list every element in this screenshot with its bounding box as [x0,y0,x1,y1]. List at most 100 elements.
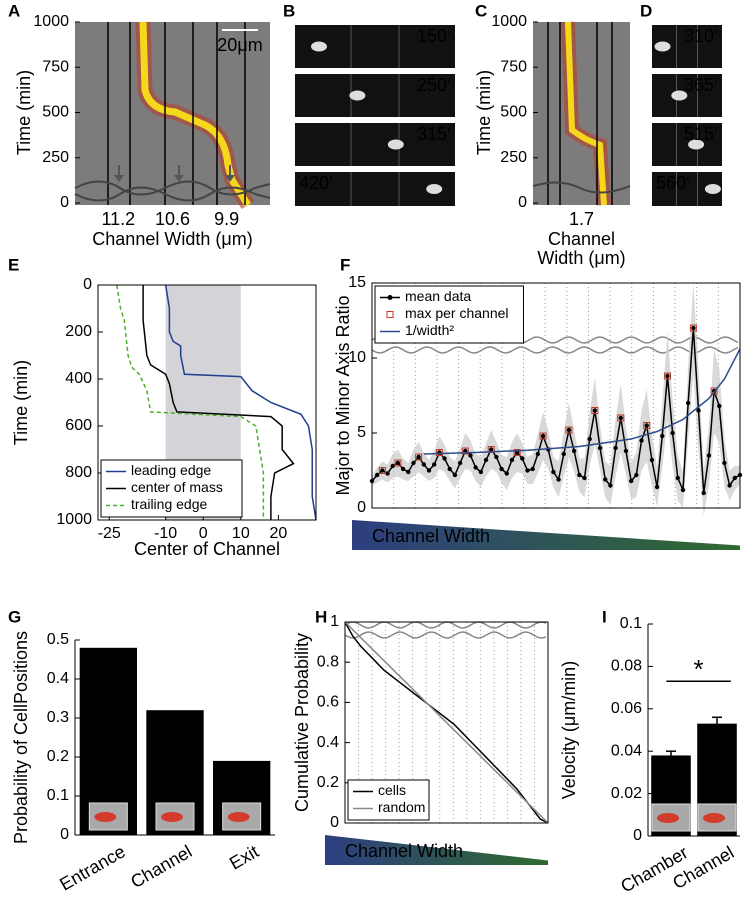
cell [349,90,366,101]
point [691,325,696,331]
y-tick-label: 0 [330,814,339,831]
legend-label: max per channel [405,305,509,321]
point [685,400,691,406]
y-tick-label: 0.04 [611,742,642,759]
point [660,433,665,439]
point [654,484,660,490]
y-tick-label: 250 [500,149,527,166]
y-axis-label: Major to Minor Axis Ratio [333,295,353,495]
legend-label: random [378,799,425,815]
y-tick-label: 0.4 [317,734,339,751]
point [551,469,556,475]
point [727,483,732,488]
arrows [114,165,235,182]
point [732,475,738,481]
cell [387,139,404,150]
bar-image-cell [161,812,183,822]
point [535,451,541,457]
point [706,453,712,458]
bar-image-cell [227,812,250,822]
point [591,407,599,414]
legend-marker [387,295,393,300]
point [378,467,386,474]
y-tick-label: 200 [65,323,92,340]
y-tick-label: 0.1 [47,787,69,804]
point [618,415,623,421]
frame-time: 420‘ [299,173,333,193]
x-tick-label: 11.2 [101,209,135,229]
point [461,447,469,455]
y-tick-label: 1000 [56,511,92,528]
point [689,324,697,332]
x-axis-label: Center of Channel [134,539,280,559]
point [473,465,478,470]
kymograph-background [533,22,630,205]
cell [704,184,721,194]
series-line [164,284,317,521]
point [468,453,473,458]
point [639,438,644,443]
y-axis-label: Time (min) [14,70,34,155]
plot-frame [97,284,317,521]
point [457,460,463,466]
point [696,408,701,413]
y-tick-label: 0 [518,194,527,211]
panel-letter: I [602,607,607,626]
channel-outline [344,631,547,639]
image-frame [295,74,455,117]
point [710,387,718,395]
legend-marker [386,311,394,318]
y-tick-label: 0.1 [620,615,642,632]
point [608,483,613,488]
point [520,456,525,461]
image-frame [295,123,455,166]
kymograph-image-a [74,21,271,210]
point [561,451,566,457]
panel-letter: G [8,607,21,626]
plot-frame [371,282,741,509]
point [675,475,681,481]
cell-track [139,21,251,207]
point [643,422,651,429]
point [435,449,443,456]
x-tick-label: -25 [98,525,121,542]
point [385,471,390,476]
point [597,445,603,451]
cell [671,90,688,101]
panel-letter: D [640,1,652,20]
x-tick-label: Channel [127,841,195,892]
y-axis-label: Velocity (μm/min) [559,661,579,799]
y-axis-label: Cumulative Probability [292,633,312,812]
point [623,448,629,454]
y-tick-label: 750 [500,58,527,75]
point [400,466,406,472]
point [680,487,686,493]
point [442,456,447,461]
point [701,490,706,496]
y-tick-label: 1000 [33,13,69,30]
point [415,453,423,461]
point [374,472,380,478]
point [509,457,515,463]
y-tick-label: 0.02 [611,785,642,802]
scale-bar-label: 20μm [217,35,262,55]
channel-outline [74,186,271,202]
point [499,466,504,472]
point [617,414,625,422]
y-tick-label: 0 [60,826,69,843]
panel-letter: B [283,1,295,20]
x-tick-label: 0 [199,525,208,542]
y-tick-label: 250 [42,149,69,166]
y-tick-label: 0.2 [317,774,339,791]
bar-image-cell [657,813,679,823]
cell-track [565,21,607,206]
legend-label: cells [378,782,406,798]
y-tick-label: 1 [330,613,339,630]
point [489,447,494,452]
y-tick-label: 0.08 [611,658,642,675]
x-tick-label: 10 [232,525,250,542]
plot-frame [344,621,549,824]
y-tick-label: 500 [42,104,69,121]
x-tick-label: Exit [226,841,262,873]
kymograph-image-c [532,21,631,206]
